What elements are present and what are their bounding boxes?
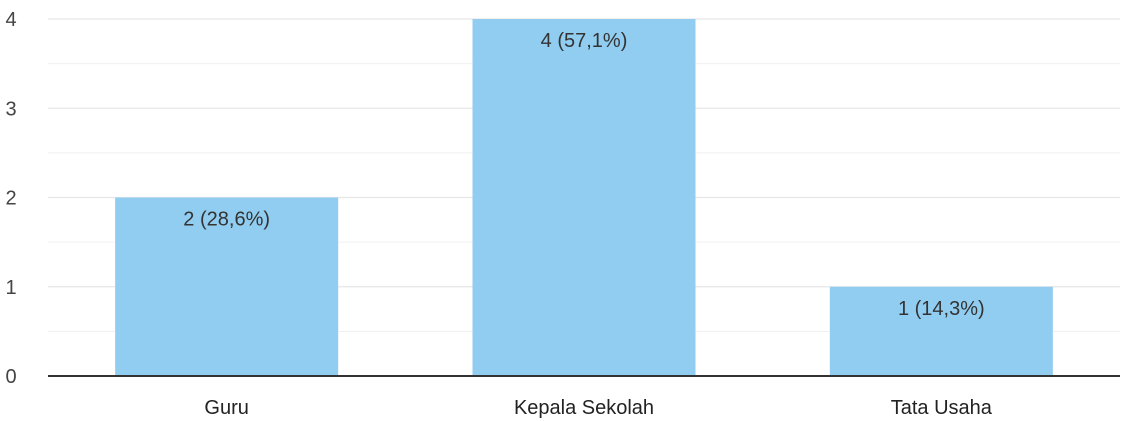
data-label: 1 (14,3%) <box>898 298 985 320</box>
bar-kepala-sekolah[interactable] <box>472 19 696 376</box>
y-tick-label: 3 <box>5 98 16 120</box>
y-tick-label: 0 <box>5 366 16 388</box>
y-tick-label: 2 <box>5 188 16 210</box>
x-axis-ticks: Guru Kepala Sekolah Tata Usaha <box>204 397 992 419</box>
data-label: 2 (28,6%) <box>183 209 270 231</box>
x-tick-label: Kepala Sekolah <box>514 397 654 419</box>
data-label: 4 (57,1%) <box>541 30 628 52</box>
y-axis-ticks: 0 1 2 3 4 <box>5 9 16 388</box>
bar-tata-usaha[interactable] <box>829 286 1053 376</box>
x-tick-label: Tata Usaha <box>891 397 993 419</box>
x-tick-label: Guru <box>204 397 248 419</box>
y-tick-label: 4 <box>5 9 16 31</box>
y-tick-label: 1 <box>5 277 16 299</box>
label-layer: 2 (28,6%) 4 (57,1%) 1 (14,3%) <box>183 30 984 320</box>
bar-guru[interactable] <box>115 197 339 377</box>
bar-layer <box>115 19 1053 376</box>
